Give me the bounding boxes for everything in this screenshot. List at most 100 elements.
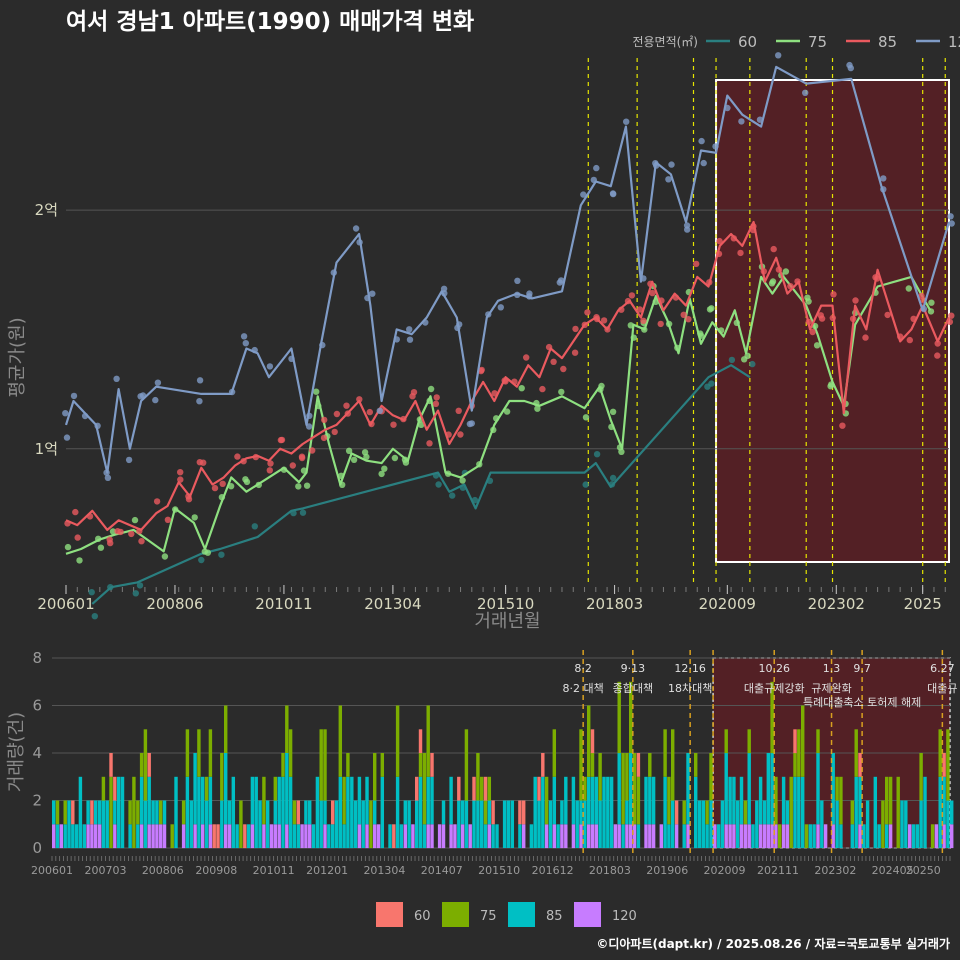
volume-bar [181,824,186,849]
volume-bar [613,824,618,849]
volume-bar [193,824,197,849]
volume-bar [273,824,278,849]
data-point [152,396,159,404]
volume-bar [220,800,224,848]
data-point [884,311,891,319]
volume-bar [224,824,228,849]
volume-bar [109,753,113,777]
volume-bar [724,729,728,754]
data-point [628,292,636,299]
volume-bar [376,824,381,849]
legend-label-75: 75 [808,33,827,51]
volume-bar [308,800,312,825]
volume-bar [571,776,576,825]
volume-bar [296,800,301,825]
volume-bar [277,776,281,825]
volume-bar [705,800,709,825]
volume-bar [587,776,591,825]
data-point [295,483,302,490]
volume-bar [801,705,805,777]
volume-bar [67,800,71,848]
volume-bar [487,824,492,849]
volume-bar [262,776,266,825]
data-point [852,297,859,304]
volume-bar [422,824,427,849]
data-point [303,482,311,489]
y-tick-label: 4 [32,744,42,762]
volume-bar [216,824,220,849]
data-point [693,260,700,268]
volume-bar [101,776,106,801]
data-point [749,360,756,368]
volume-bar [373,824,377,849]
volume-bar [201,776,205,825]
volume-bar [204,776,209,801]
legend-label-85: 85 [546,909,563,924]
data-point [558,388,565,396]
data-point [813,342,821,349]
legend-label-75: 75 [480,909,497,924]
x-tick-label: 201304 [364,595,421,613]
volume-bar [651,776,656,825]
volume-bar [357,824,362,849]
volume-bar [598,753,602,801]
data-point [211,484,219,492]
volume-bar [476,800,480,848]
x-tick-label: 201304 [363,864,405,877]
data-point [905,285,912,292]
data-point [196,377,204,384]
data-point [350,456,358,463]
volume-bar [231,776,236,849]
volume-bar [483,776,488,801]
data-point [737,249,744,257]
data-point [706,306,714,313]
volume-bar [449,776,453,825]
data-point [906,336,913,344]
volume-bar [113,824,117,849]
data-point [928,299,935,306]
volume-bar [896,776,900,849]
volume-bar [564,824,568,849]
volume-bar [686,753,690,825]
volume-bar [136,800,140,825]
data-point [609,474,617,482]
volume-bar [583,800,587,848]
volume-bar [468,824,472,849]
volume-bar [697,800,702,848]
volume-bar [323,800,327,825]
data-point [76,557,83,564]
volume-bar [632,753,637,825]
data-point [109,528,117,535]
data-point [321,416,328,424]
legend-key-75 [442,902,469,927]
volume-bar [885,824,889,849]
volume-bar [865,800,870,848]
volume-bar [422,753,427,825]
data-point [523,354,530,361]
volume-bar [365,776,369,825]
data-point [440,285,448,292]
volume-bar [682,824,686,849]
data-point [234,453,241,460]
volume-bar [739,824,744,849]
volume-bar [644,824,648,849]
volume-bar [109,776,113,849]
volume-bar [273,800,278,825]
volume-bar [785,824,790,849]
volume-bar [415,776,419,801]
data-point [138,538,145,545]
volume-bar [224,705,228,753]
event-text: 규제완화 [811,682,851,695]
volume-bar [189,800,194,848]
volume-bar [934,824,939,849]
data-point [700,159,707,167]
volume-bar [942,776,946,825]
data-point [948,312,955,319]
volume-bar [858,753,862,777]
data-point [775,52,782,59]
data-point [266,467,273,474]
volume-bar [873,776,878,849]
data-point [880,175,887,182]
volume-bar [812,824,816,849]
